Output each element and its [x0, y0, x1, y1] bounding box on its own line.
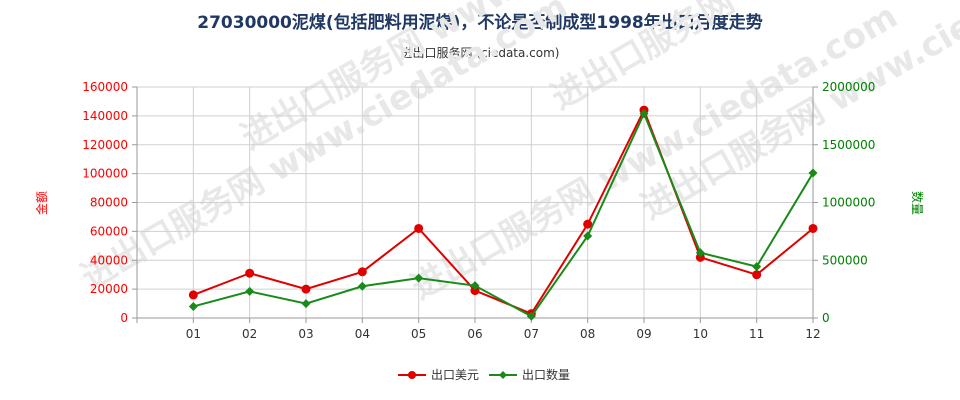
- x-tick-label: 03: [298, 327, 313, 341]
- data-point: [301, 299, 311, 309]
- data-point: [583, 231, 593, 241]
- data-point: [695, 252, 705, 262]
- legend-item[interactable]: 出口美元: [398, 368, 479, 382]
- y-right-tick-label: 0: [822, 311, 830, 325]
- y-right-tick-label: 1000000: [822, 196, 875, 210]
- data-point: [188, 301, 198, 311]
- legend-label: 出口美元: [431, 368, 479, 382]
- x-tick-label: 05: [411, 327, 426, 341]
- data-point: [808, 223, 818, 233]
- data-point: [414, 223, 424, 233]
- y-axis-right-label: 数量: [910, 191, 925, 215]
- legend-item[interactable]: 出口数量: [489, 367, 570, 382]
- data-point: [752, 270, 762, 280]
- y-right-tick-label: 1500000: [822, 138, 875, 152]
- y-left-tick-label: 20000: [90, 282, 128, 296]
- data-point: [808, 168, 818, 178]
- data-point: [470, 286, 480, 296]
- series-line: [192, 107, 814, 315]
- data-point: [245, 286, 255, 296]
- data-point: [301, 284, 311, 294]
- y-left-tick-label: 160000: [82, 80, 128, 94]
- legend-label: 出口数量: [522, 367, 570, 382]
- x-tick-label: 07: [524, 327, 539, 341]
- x-tick-label: 09: [636, 327, 651, 341]
- data-point: [357, 281, 367, 291]
- x-tick-label: 10: [693, 327, 708, 341]
- y-left-tick-label: 80000: [90, 196, 128, 210]
- data-point: [752, 262, 762, 272]
- x-tick-label: 04: [355, 327, 370, 341]
- x-tick-label: 11: [749, 327, 764, 341]
- y-axis-left-label: 金额: [34, 191, 49, 215]
- data-point: [470, 281, 480, 291]
- y-left-tick-label: 60000: [90, 224, 128, 238]
- data-point: [695, 248, 705, 258]
- series-layer: [188, 105, 818, 321]
- y-left-tick-label: 140000: [82, 109, 128, 123]
- y-left-tick-label: 0: [120, 311, 128, 325]
- data-point: [526, 311, 536, 321]
- x-tick-label: 02: [242, 327, 257, 341]
- x-tick-label: 12: [805, 327, 820, 341]
- legend[interactable]: 出口美元 出口数量: [398, 367, 570, 382]
- legend-marker: [408, 371, 416, 379]
- chart-subtitle: 进出口服务网 (ciedata.com): [400, 46, 560, 60]
- y-left-tick-label: 120000: [82, 138, 128, 152]
- x-tick-label: 08: [580, 327, 595, 341]
- axes: [132, 86, 818, 323]
- data-point: [188, 290, 198, 300]
- y-right-tick-label: 500000: [822, 253, 868, 267]
- series-line: [193, 111, 814, 318]
- data-point: [414, 273, 424, 283]
- x-tick-label: 06: [467, 327, 482, 341]
- data-point: [583, 219, 593, 229]
- y-left-tick-label: 100000: [82, 167, 128, 181]
- chart-title: 27030000泥煤(包括肥料用泥煤)，不论是否制成型1998年出口月度走势: [197, 13, 763, 33]
- y-right-tick-label: 2000000: [822, 80, 875, 94]
- data-point: [639, 109, 649, 119]
- tick-labels: 0 20000 40000 60000 80000 100000 120000 140000 1…: [82, 80, 875, 341]
- x-tick-label: 01: [186, 327, 201, 341]
- data-point: [357, 267, 367, 277]
- series-export-qty: [188, 109, 818, 321]
- y-left-tick-label: 40000: [90, 253, 128, 267]
- legend-marker: [499, 371, 507, 379]
- data-point: [245, 268, 255, 278]
